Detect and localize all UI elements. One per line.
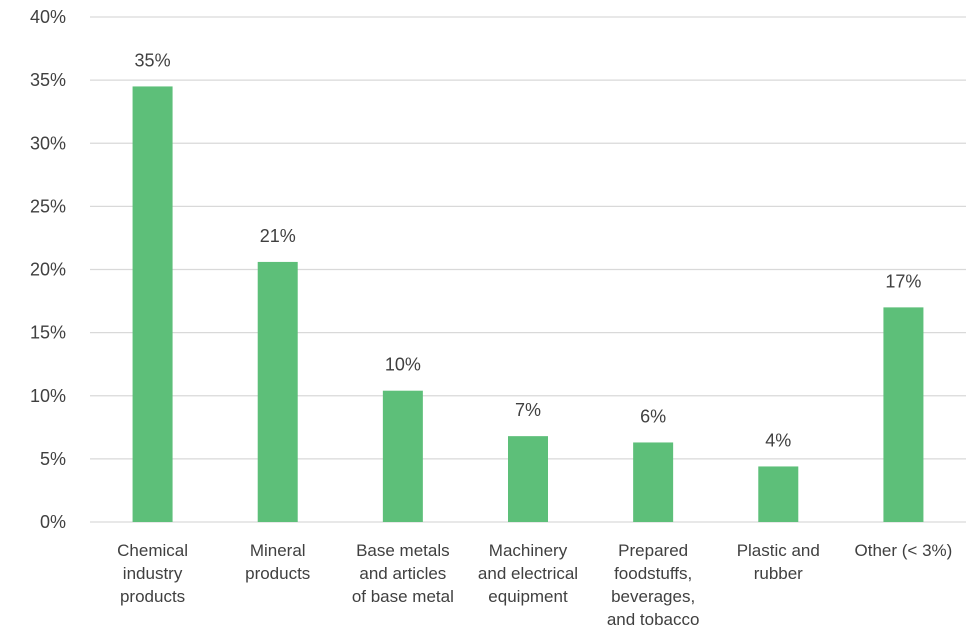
bar-6 — [883, 307, 924, 522]
y-tick-label-3: 15% — [30, 323, 66, 343]
x-tick-label-3: Machinery and electrical equipment — [478, 541, 578, 606]
x-tick-label-line: Base metals — [356, 541, 450, 560]
data-labels: 35% 21% 10% 7% 6% 4% 17% — [135, 50, 922, 450]
data-label-1: 21% — [260, 226, 296, 246]
x-tick-label-line: Machinery — [489, 541, 568, 560]
x-tick-label-line: Plastic and — [737, 541, 820, 560]
y-tick-label-5: 25% — [30, 196, 66, 216]
bars — [132, 86, 924, 522]
data-label-5: 4% — [765, 430, 791, 450]
data-label-2: 10% — [385, 355, 421, 375]
y-axis-ticks: 0% 5% 10% 15% 20% 25% 30% 35% 40% — [30, 7, 66, 532]
x-tick-label-4: Prepared foodstuffs, beverages, and tobacco — [607, 541, 700, 629]
x-tick-label-line: products — [245, 564, 310, 583]
y-tick-label-0: 0% — [40, 512, 66, 532]
y-tick-label-6: 30% — [30, 133, 66, 153]
x-tick-label-5: Plastic and rubber — [737, 541, 820, 583]
data-label-6: 17% — [885, 271, 921, 291]
y-tick-label-8: 40% — [30, 7, 66, 27]
x-tick-label-1: Mineral products — [245, 541, 310, 583]
x-axis-ticks: Chemical industry products Mineral products B… — [117, 541, 952, 629]
x-tick-label-line: Chemical — [117, 541, 188, 560]
data-label-4: 6% — [640, 406, 666, 426]
y-tick-label-2: 10% — [30, 386, 66, 406]
x-tick-label-line: Prepared — [618, 541, 688, 560]
bar-5 — [758, 466, 799, 522]
y-tick-label-1: 5% — [40, 449, 66, 469]
y-tick-label-7: 35% — [30, 70, 66, 90]
data-label-0: 35% — [135, 50, 171, 70]
x-tick-label-2: Base metals and articles of base metal — [352, 541, 454, 606]
x-tick-label-line: beverages, — [611, 587, 695, 606]
x-tick-label-line: and articles — [359, 564, 446, 583]
x-tick-label-0: Chemical industry products — [117, 541, 188, 606]
x-tick-label-line: Mineral — [250, 541, 306, 560]
x-tick-label-line: of base metal — [352, 587, 454, 606]
bar-2 — [382, 390, 423, 522]
y-tick-label-4: 20% — [30, 260, 66, 280]
data-label-3: 7% — [515, 400, 541, 420]
bar-4 — [633, 442, 674, 522]
gridlines — [90, 16, 966, 523]
x-tick-label-line: Other (< 3%) — [855, 541, 953, 560]
x-tick-label-line: and tobacco — [607, 610, 700, 629]
bar-3 — [508, 436, 548, 522]
x-tick-label-6: Other (< 3%) — [855, 541, 953, 560]
x-tick-label-line: equipment — [488, 587, 568, 606]
x-tick-label-line: and electrical — [478, 564, 578, 583]
x-tick-label-line: foodstuffs, — [614, 564, 692, 583]
x-tick-label-line: products — [120, 587, 185, 606]
x-tick-label-line: industry — [123, 564, 183, 583]
bar-0 — [132, 86, 173, 522]
bar-1 — [257, 261, 298, 522]
x-tick-label-line: rubber — [754, 564, 803, 583]
